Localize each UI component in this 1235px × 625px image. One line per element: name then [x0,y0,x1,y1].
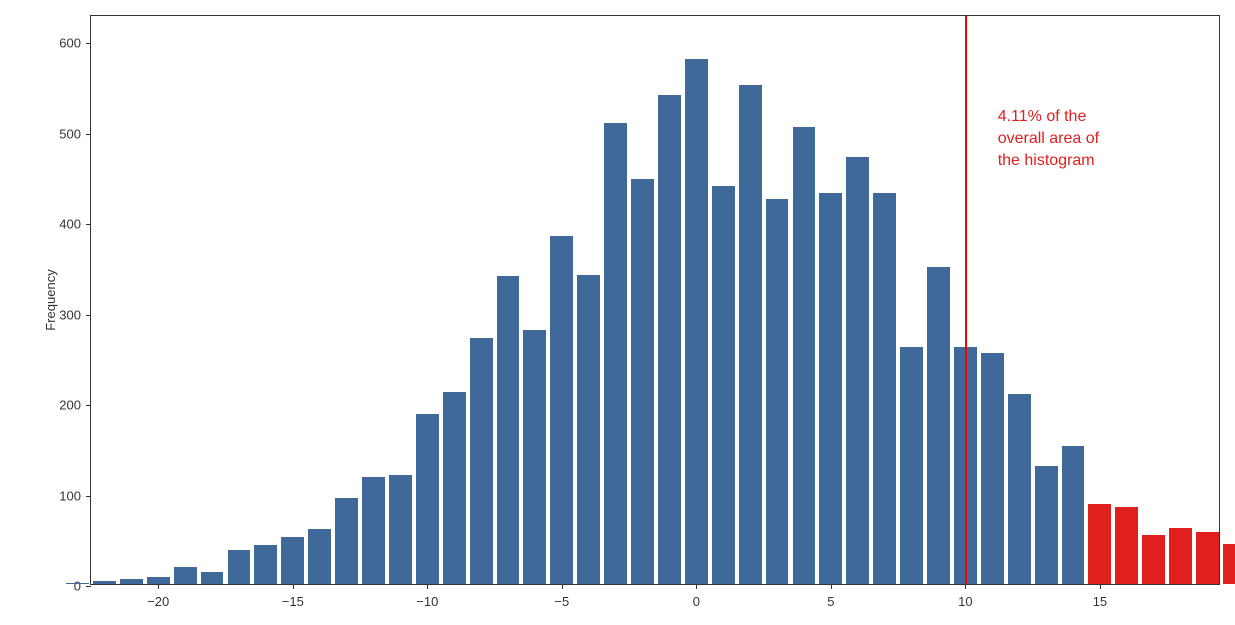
x-tick [696,584,697,589]
x-tick-label: 10 [958,594,972,609]
histogram-bar [873,193,896,584]
histogram-bar [927,267,950,584]
y-tick [86,315,91,316]
x-tick [831,584,832,589]
histogram-bar [120,579,143,584]
histogram-bar [631,179,654,584]
histogram-bar [1196,532,1219,584]
histogram-bar [201,572,224,584]
x-tick-label: −15 [282,594,304,609]
x-tick [1100,584,1101,589]
x-tick-label: −20 [147,594,169,609]
threshold-vline [965,16,967,584]
histogram-bar [846,157,869,584]
y-tick [86,496,91,497]
x-tick [562,584,563,589]
y-tick-label: 400 [59,217,81,232]
histogram-chart: Frequency 0100200300400500600−20−15−10−5… [90,15,1220,585]
x-tick-label: 0 [693,594,700,609]
histogram-bar [550,236,573,584]
histogram-bar [497,276,520,584]
histogram-bar [793,127,816,584]
y-tick-label: 300 [59,307,81,322]
histogram-bar [147,577,170,584]
y-tick-label: 100 [59,488,81,503]
histogram-bar [900,347,923,584]
histogram-bar [577,275,600,584]
histogram-bar [981,353,1004,584]
histogram-bar [658,95,681,584]
x-tick-label: 5 [827,594,834,609]
histogram-bar [308,529,331,584]
x-tick [965,584,966,589]
y-tick [86,405,91,406]
histogram-bar [1115,507,1138,584]
y-tick-label: 0 [74,579,81,594]
y-axis-label: Frequency [43,269,58,330]
x-tick [427,584,428,589]
histogram-bar [362,477,385,584]
histogram-bar [1088,504,1111,584]
y-tick [86,43,91,44]
x-tick [293,584,294,589]
histogram-bar [335,498,358,584]
x-tick [158,584,159,589]
histogram-bar [523,330,546,584]
y-tick-label: 200 [59,398,81,413]
y-tick-label: 500 [59,126,81,141]
histogram-bar [1142,535,1165,584]
histogram-bar [1223,544,1235,584]
histogram-bar [1169,528,1192,584]
x-tick-label: −5 [554,594,569,609]
histogram-bar [416,414,439,584]
histogram-bar [174,567,197,584]
histogram-bar [66,583,89,584]
histogram-bar [254,545,277,584]
histogram-bar [1008,394,1031,584]
histogram-bar [443,392,466,584]
plot-area: 0100200300400500600−20−15−10−50510154.11… [90,15,1220,585]
y-tick-label: 600 [59,36,81,51]
histogram-bar [766,199,789,584]
histogram-bar [389,475,412,584]
histogram-bar [685,59,708,584]
annotation-text: 4.11% of theoverall area ofthe histogram [998,106,1099,171]
histogram-bar [1035,466,1058,584]
y-tick [86,134,91,135]
histogram-bar [712,186,735,584]
histogram-bar [281,537,304,584]
x-tick-label: −10 [416,594,438,609]
histogram-bar [228,550,251,584]
histogram-bar [739,85,762,584]
histogram-bar [93,581,116,584]
histogram-bar [470,338,493,584]
y-tick [86,224,91,225]
y-tick [86,586,91,587]
histogram-bar [1062,446,1085,584]
histogram-bar [604,123,627,584]
histogram-bar [819,193,842,584]
x-tick-label: 15 [1093,594,1107,609]
